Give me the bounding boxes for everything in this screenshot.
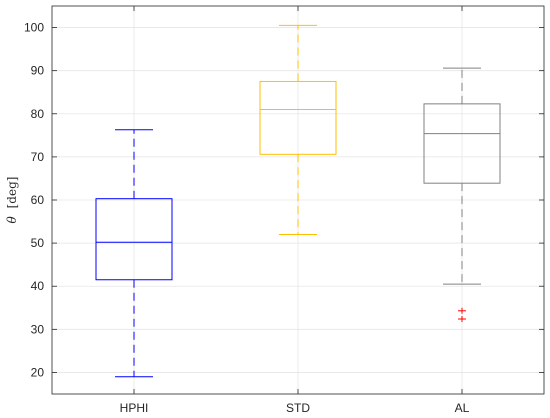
y-tick-label: 30 bbox=[31, 322, 45, 336]
x-axis-ticks: HPHI STD AL bbox=[120, 6, 470, 415]
y-axis-label-unit: [deg] bbox=[5, 177, 19, 209]
iqr-box bbox=[423, 103, 501, 184]
box-group-std bbox=[259, 24, 337, 235]
iqr-box bbox=[259, 80, 337, 155]
y-axis-label-symbol: θ bbox=[5, 215, 19, 223]
y-tick-label: 60 bbox=[31, 193, 45, 207]
y-tick-label: 100 bbox=[24, 21, 44, 35]
y-tick-label: 70 bbox=[31, 150, 45, 164]
y-axis-label: θ [deg] bbox=[5, 177, 19, 224]
y-tick-label: 40 bbox=[31, 279, 45, 293]
box-group-al bbox=[423, 67, 501, 322]
y-tick-label: 80 bbox=[31, 107, 45, 121]
y-tick-label: 90 bbox=[31, 64, 45, 78]
y-tick-label: 20 bbox=[31, 365, 45, 379]
y-tick-label: 50 bbox=[31, 236, 45, 250]
box-group-hphi bbox=[95, 129, 173, 378]
boxes-layer bbox=[95, 24, 501, 378]
x-tick-label: AL bbox=[455, 401, 470, 415]
y-axis-ticks: 20 30 40 50 60 70 80 90 100 bbox=[24, 21, 544, 379]
x-tick-label: STD bbox=[286, 401, 310, 415]
x-tick-label: HPHI bbox=[120, 401, 149, 415]
iqr-box bbox=[95, 198, 173, 281]
